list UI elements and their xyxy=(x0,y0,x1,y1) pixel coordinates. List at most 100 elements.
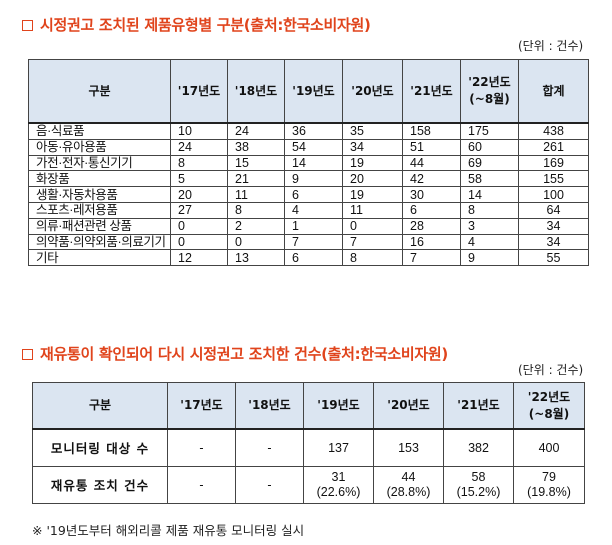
redistribution-table: 구분 '17년도 '18년도 '19년도 '20년도 '21년도 '22년도 (~8월) 모니… xyxy=(32,382,585,504)
table-row: 모니터링 대상 수 - -137 153 382 400 xyxy=(32,428,585,467)
table-cell: 54 xyxy=(284,138,343,156)
table-cell: 21 xyxy=(227,170,285,188)
table-row: 재유통 조치 건수 - -31 (22.6%) 44 (28.8%) 58 (15.2%) 79… xyxy=(32,466,585,504)
section2-title-text: 재유통이 확인되어 다시 시정권고 조치한 건수(출처:한국소비자원) xyxy=(40,345,448,363)
product-type-table: 구분 '17년도 '18년도 '19년도 '20년도 '21년도 '22년도 (~8월) 합계 … xyxy=(28,59,589,267)
table-cell: 175 xyxy=(460,122,519,140)
table-cell: 12 xyxy=(170,249,228,267)
table-cell: 69 xyxy=(460,154,519,172)
table-cell: 44 xyxy=(402,154,461,172)
table-cell: 35 xyxy=(342,122,403,140)
table-cell: 0 xyxy=(170,217,228,235)
row-label: 화장품 xyxy=(28,170,171,188)
column-header: 구분 xyxy=(32,382,168,430)
table-cell: 9 xyxy=(284,170,343,188)
table-cell: 158 xyxy=(402,122,461,140)
table-cell: 155 xyxy=(518,170,589,188)
table-cell: 58 (15.2%) xyxy=(443,466,514,504)
table-cell: 261 xyxy=(518,138,589,156)
checkbox-square-icon xyxy=(22,349,33,360)
column-header: '22년도 (~8월) xyxy=(460,59,519,124)
table-cell: 11 xyxy=(227,186,285,203)
table-cell: 24 xyxy=(170,138,228,156)
table-cell: 20 xyxy=(342,170,403,188)
table-cell: 15 xyxy=(227,154,285,172)
column-header: '18년도 xyxy=(235,382,304,430)
row-label: 가전·전자·통신기기 xyxy=(28,154,171,172)
table-cell: - xyxy=(235,466,304,504)
table-cell: 58 xyxy=(460,170,519,188)
table-header-row: 구분 '17년도 '18년도 '19년도 '20년도 '21년도 '22년도 (~8월) 합계 xyxy=(28,59,589,124)
table-cell: 400 xyxy=(513,428,585,467)
table-cell: 14 xyxy=(460,186,519,203)
row-label: 아동·유아용품 xyxy=(28,138,171,156)
table-cell: 34 xyxy=(342,138,403,156)
column-header: '21년도 xyxy=(443,382,514,430)
table-row: 아동·유아용품 24 38 54 34 51 60 261 xyxy=(28,138,589,156)
table-cell: 16 xyxy=(402,233,461,251)
table-cell: 382 xyxy=(443,428,514,467)
table-cell: 55 xyxy=(518,249,589,267)
table-cell: 0 xyxy=(342,217,403,235)
column-header: 구분 xyxy=(28,59,171,124)
table-cell: - xyxy=(235,428,304,467)
column-header: 합계 xyxy=(518,59,589,124)
table-cell: 42 xyxy=(402,170,461,188)
column-header: '21년도 xyxy=(402,59,461,124)
table-cell: 8 xyxy=(460,201,519,219)
table-cell: 6 xyxy=(284,186,343,203)
table-cell: 3 xyxy=(460,217,519,235)
table-cell: 44 (28.8%) xyxy=(373,466,444,504)
table-cell: 4 xyxy=(460,233,519,251)
table-cell: 51 xyxy=(402,138,461,156)
table-row: 음·식료품 10 24 36 35 158 175 438 xyxy=(28,122,589,140)
table-cell: 137 xyxy=(303,428,374,467)
table-cell: 100 xyxy=(518,186,589,203)
column-header: '19년도 xyxy=(284,59,343,124)
table-cell: 31 (22.6%) xyxy=(303,466,374,504)
column-header: '18년도 xyxy=(227,59,285,124)
table-cell: 7 xyxy=(284,233,343,251)
table-cell: 14 xyxy=(284,154,343,172)
table-header-row: 구분 '17년도 '18년도 '19년도 '20년도 '21년도 '22년도 (~8월) xyxy=(32,382,585,430)
table-cell: 169 xyxy=(518,154,589,172)
column-header: '17년도 xyxy=(170,59,228,124)
footnote: ※ '19년도부터 해외리콜 제품 재유통 모니터링 실시 xyxy=(32,523,305,538)
table-cell: 79 (19.8%) xyxy=(513,466,585,504)
table-cell: 8 xyxy=(342,249,403,267)
table-cell: 9 xyxy=(460,249,519,267)
table-cell: 38 xyxy=(227,138,285,156)
section2-unit: (단위 : 건수) xyxy=(518,363,584,377)
table-row: 기타 12 13 6 8 7 9 55 xyxy=(28,249,589,267)
table-cell: 4 xyxy=(284,201,343,219)
section2-title: 재유통이 확인되어 다시 시정권고 조치한 건수(출처:한국소비자원) xyxy=(22,343,448,364)
table-cell: 60 xyxy=(460,138,519,156)
table-cell: 6 xyxy=(284,249,343,267)
row-label: 생활·자동차용품 xyxy=(28,186,171,203)
table-row: 화장품 5 21 9 20 42 58 155 xyxy=(28,170,589,188)
checkbox-square-icon xyxy=(22,20,33,31)
table-row: 스포츠·레저용품 27 8 4 11 6 8 64 xyxy=(28,201,589,219)
table-cell: 36 xyxy=(284,122,343,140)
section1-title: 시정권고 조치된 제품유형별 구분(출처:한국소비자원) xyxy=(22,14,371,35)
table-cell: 10 xyxy=(170,122,228,140)
table-cell: 64 xyxy=(518,201,589,219)
table-cell: 34 xyxy=(518,233,589,251)
table-cell: 1 xyxy=(284,217,343,235)
section1-title-text: 시정권고 조치된 제품유형별 구분(출처:한국소비자원) xyxy=(40,16,371,34)
section1-unit: (단위 : 건수) xyxy=(518,39,584,53)
table-cell: 19 xyxy=(342,154,403,172)
table-cell: 438 xyxy=(518,122,589,140)
table-cell: 27 xyxy=(170,201,228,219)
row-label: 기타 xyxy=(28,249,171,267)
row-label: 재유통 조치 건수 xyxy=(32,466,168,504)
table-cell: 0 xyxy=(170,233,228,251)
table-row: 의류·패션관련 상품 0 2 1 0 28 3 34 xyxy=(28,217,589,235)
table-cell: 5 xyxy=(170,170,228,188)
table-cell: 24 xyxy=(227,122,285,140)
table-cell: - xyxy=(167,466,236,504)
table-cell: 19 xyxy=(342,186,403,203)
column-header: '19년도 xyxy=(303,382,374,430)
table-cell: 8 xyxy=(170,154,228,172)
row-label: 의류·패션관련 상품 xyxy=(28,217,171,235)
